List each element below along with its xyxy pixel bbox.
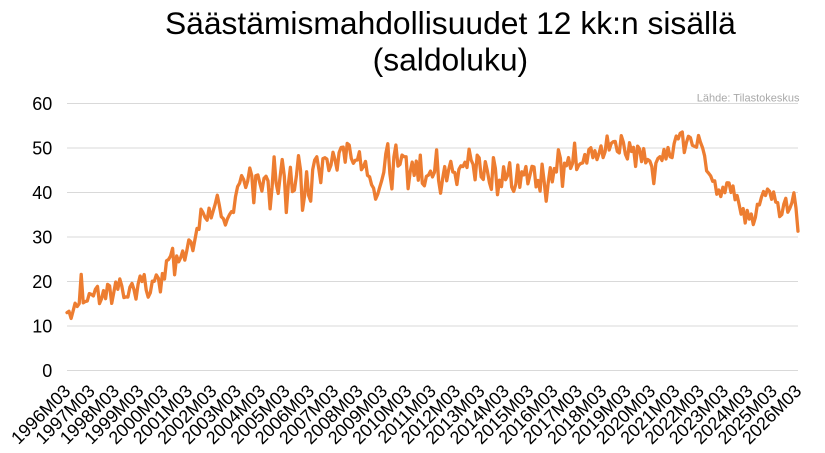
- svg-text:20: 20: [32, 272, 52, 292]
- svg-text:50: 50: [32, 138, 52, 158]
- svg-text:30: 30: [32, 227, 52, 247]
- svg-text:Säästämismahdollisuudet 12 kk:: Säästämismahdollisuudet 12 kk:n sisällä: [165, 5, 736, 41]
- svg-text:Lähde: Tilastokeskus: Lähde: Tilastokeskus: [697, 93, 800, 105]
- svg-text:40: 40: [32, 183, 52, 203]
- svg-text:(saldoluku): (saldoluku): [373, 42, 529, 78]
- svg-text:0: 0: [42, 361, 52, 381]
- svg-text:60: 60: [32, 94, 52, 114]
- svg-text:10: 10: [32, 316, 52, 336]
